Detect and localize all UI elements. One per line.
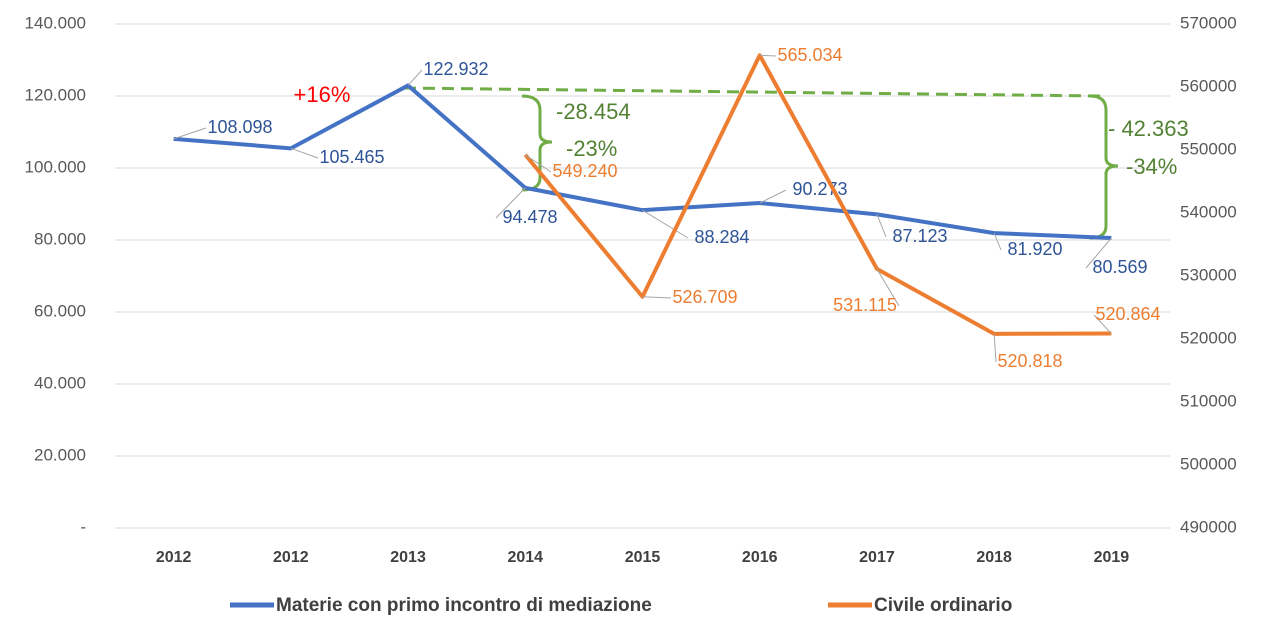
leader-line	[993, 232, 1002, 251]
leader-line	[876, 268, 900, 307]
y-tick-label: 100.000	[25, 157, 86, 176]
y-tick-label: 40.000	[34, 373, 86, 392]
data-label: 565.034	[777, 45, 842, 65]
leader-line	[1085, 237, 1112, 269]
legend-label: Civile ordinario	[874, 595, 1012, 616]
series-line	[173, 83, 1112, 240]
annotation: -28.454	[556, 99, 631, 124]
annotation: - 42.363	[1108, 116, 1189, 141]
leader-line	[495, 187, 526, 219]
y2-tick-label: 540000	[1180, 202, 1237, 221]
data-label: 526.709	[672, 287, 737, 307]
data-label: 122.932	[423, 59, 488, 79]
y2-tick-label: 510000	[1180, 391, 1237, 410]
y2-tick-label: 490000	[1180, 517, 1237, 536]
x-tick-label: 2019	[1094, 549, 1130, 566]
annotation: -34%	[1126, 154, 1177, 179]
data-label: 520.818	[997, 351, 1062, 371]
y2-tick-label: 500000	[1180, 454, 1237, 473]
y-tick-label: 80.000	[34, 229, 86, 248]
x-tick-label: 2012	[156, 549, 192, 566]
leader-line	[642, 296, 672, 299]
leader-line	[173, 127, 207, 140]
legend-label: Materie con primo incontro di mediazione	[276, 595, 652, 616]
data-label: 81.920	[1007, 239, 1062, 259]
y2-tick-label: 550000	[1180, 139, 1237, 158]
annotation: -23%	[566, 136, 617, 161]
data-label: 549.240	[552, 161, 617, 181]
y-tick-label: 60.000	[34, 301, 86, 320]
leader-line	[524, 154, 552, 173]
y2-tick-label: 530000	[1180, 265, 1237, 284]
y-tick-label: 20.000	[34, 445, 86, 464]
leader-line	[759, 189, 787, 204]
leader-line	[993, 333, 997, 363]
data-label: 80.569	[1092, 257, 1147, 277]
x-tick-label: 2015	[625, 549, 661, 566]
leader-line	[642, 209, 689, 239]
bracket	[1089, 94, 1119, 240]
leader-line	[759, 54, 777, 57]
leader-line	[290, 147, 319, 159]
annotation-shapes	[403, 86, 1119, 240]
bracket	[521, 94, 553, 192]
x-tick-label: 2017	[859, 549, 895, 566]
data-label: 520.864	[1095, 304, 1160, 324]
data-label: 94.478	[502, 207, 557, 227]
y2-tick-label: 570000	[1180, 13, 1237, 32]
data-label: 88.284	[694, 227, 749, 247]
x-tick-label: 2013	[390, 549, 426, 566]
y-tick-label: 140.000	[25, 13, 86, 32]
x-tick-label: 2016	[742, 549, 778, 566]
data-label: 531.115	[833, 295, 897, 315]
x-tick-label: 2012	[273, 549, 309, 566]
y-tick-label: 120.000	[25, 85, 86, 104]
dashed-reference	[403, 86, 1101, 98]
x-tick-label: 2018	[976, 549, 1012, 566]
data-label: 87.123	[892, 226, 947, 246]
y2-tick-label: 520000	[1180, 328, 1237, 347]
data-label: 105.465	[319, 147, 384, 167]
y2-tick-label: 560000	[1180, 76, 1237, 95]
y-tick-label: -	[80, 517, 86, 536]
leader-line	[407, 69, 423, 86]
series-line	[523, 53, 1112, 336]
leader-line	[1093, 314, 1112, 334]
x-tick-label: 2014	[507, 549, 543, 566]
leader-line	[876, 214, 887, 238]
data-label: 108.098	[207, 117, 272, 137]
annotation: +16%	[294, 82, 351, 107]
data-label: 90.273	[792, 179, 847, 199]
